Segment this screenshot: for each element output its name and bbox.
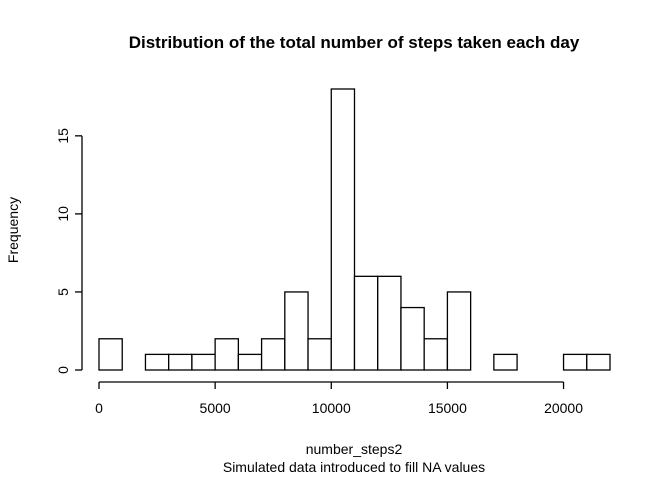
histogram-bar-10 bbox=[330, 88, 356, 371]
x-axis-label: number_steps2 bbox=[306, 441, 403, 457]
histogram-bar-11 bbox=[353, 275, 379, 371]
histogram-bar-2 bbox=[144, 353, 170, 371]
chart-title: Distribution of the total number of step… bbox=[129, 33, 580, 52]
x-tick-label-4: 20000 bbox=[544, 400, 583, 416]
chart-subtitle: Simulated data introduced to fill NA val… bbox=[223, 459, 485, 475]
x-tick-label-1: 5000 bbox=[200, 400, 231, 416]
histogram-bar-7 bbox=[260, 338, 286, 371]
histogram-bar-15 bbox=[446, 291, 472, 371]
histogram-bar-6 bbox=[237, 353, 263, 371]
histogram-bar-17 bbox=[493, 353, 518, 371]
histogram-bar-8 bbox=[284, 291, 309, 371]
histogram-bar-3 bbox=[168, 353, 193, 371]
histogram-bar-4 bbox=[191, 353, 216, 371]
x-tick-label-2: 10000 bbox=[312, 400, 351, 416]
y-tick-label-0: 0 bbox=[55, 366, 71, 374]
y-tick-label-1: 5 bbox=[55, 288, 71, 296]
y-tick-label-3: 15 bbox=[55, 128, 71, 144]
x-tick-label-3: 15000 bbox=[428, 400, 467, 416]
histogram-bar-5 bbox=[214, 338, 240, 371]
histogram-bar-21 bbox=[586, 353, 611, 371]
histogram-bar-9 bbox=[307, 338, 332, 371]
y-axis: 0 5 10 15 bbox=[55, 128, 83, 374]
histogram-bar-14 bbox=[423, 338, 449, 371]
y-axis-label: Frequency bbox=[5, 197, 21, 263]
histogram-bar-0 bbox=[98, 338, 123, 371]
bars-group bbox=[98, 88, 611, 371]
x-axis: 0 5000 10000 15000 20000 bbox=[95, 381, 583, 416]
histogram-bar-13 bbox=[400, 306, 425, 371]
histogram-bar-12 bbox=[377, 275, 402, 371]
x-tick-label-0: 0 bbox=[95, 400, 103, 416]
y-tick-label-2: 10 bbox=[55, 206, 71, 222]
histogram-bar-20 bbox=[562, 353, 588, 371]
